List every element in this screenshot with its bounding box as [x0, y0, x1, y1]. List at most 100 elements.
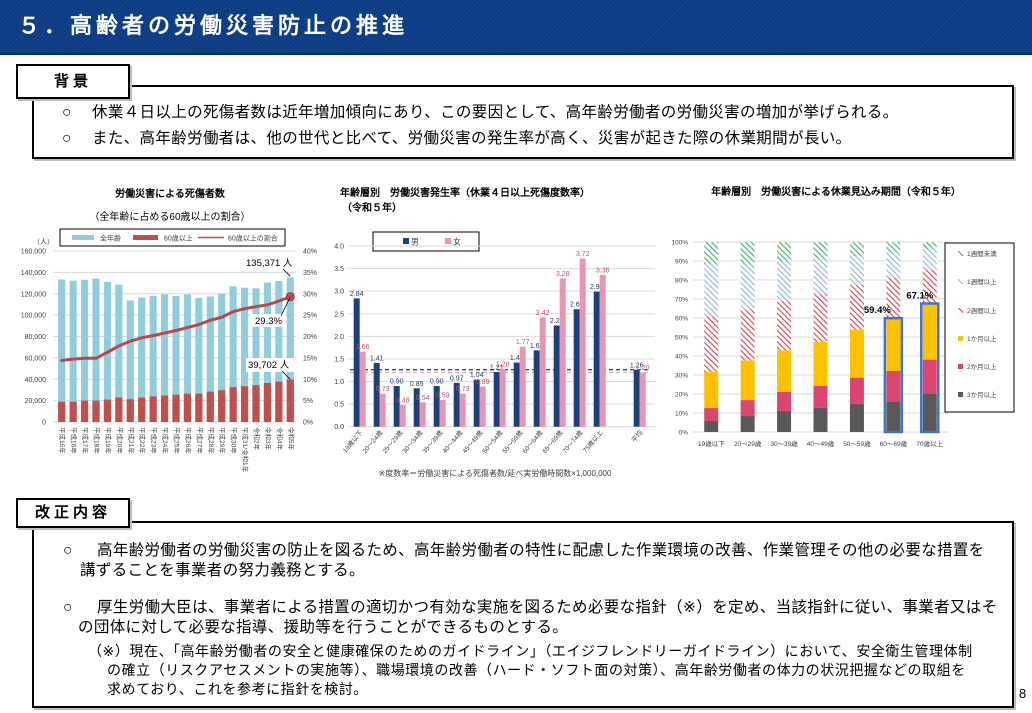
legend-box: [372, 231, 480, 252]
bar-female: [479, 386, 486, 427]
bar-segment: [777, 410, 792, 432]
x-tick-label: 30～39歳: [770, 439, 798, 448]
data-label: 0.97: [450, 375, 464, 382]
data-label: 0.90: [390, 379, 404, 386]
legend-label: 全年齢: [100, 234, 121, 243]
bar-60-plus: [103, 399, 112, 422]
data-label: 1.77: [516, 339, 530, 346]
chart-title: 年齢層別 労働災害による休業見込み期間（令和５年）: [711, 185, 961, 198]
bar-male: [393, 386, 400, 427]
data-label: 0.73: [456, 386, 470, 393]
bar-segment: [704, 371, 719, 409]
y-tick-label: 30%: [675, 372, 688, 379]
y-axis-unit: （人）: [33, 238, 54, 246]
bar-60-plus: [195, 393, 203, 422]
chart-footnote: ※度数率＝労働災害による死傷者数/延べ実労働時間数×1,000,000: [379, 468, 612, 478]
bar-segment: [886, 242, 901, 253]
bar-60-plus: [126, 399, 134, 422]
bar-male: [533, 350, 540, 427]
chart-injury-rate: 年齢層別 労働災害発生率（休業４日以上死傷度数率） （令和５年） 男 女 0.0…: [334, 186, 655, 478]
legend-label: 60歳以上の割合: [228, 234, 278, 243]
background-box: [32, 85, 1014, 159]
bar-60-plus: [229, 387, 237, 422]
data-label: 1.42: [510, 355, 524, 362]
y-tick-label: 80%: [675, 277, 688, 284]
data-label: 0.54: [416, 395, 430, 402]
bar-female: [499, 368, 506, 427]
legend-label: 1か月以上: [967, 334, 997, 343]
y-tick-label: 1.5: [334, 356, 344, 363]
bar-all-ages: [172, 295, 180, 422]
annotation-bg: [252, 314, 285, 327]
bar-segment: [922, 359, 937, 394]
x-tick-label: 平均: [629, 428, 645, 444]
data-label: 2.24: [550, 318, 564, 325]
data-label: 3.28: [556, 271, 570, 278]
revision-item-text: 厚生労働大臣は、事業者による措置の適切かつ有効な実施を図るため必要な指針（※）を…: [97, 599, 998, 616]
y-tick-label: 160,000: [21, 249, 46, 256]
bar-segment: [740, 360, 755, 401]
bullet-icon: ○: [62, 130, 72, 147]
bar-segment: [886, 277, 901, 320]
chart-title: 年齢層別 労働災害発生率（休業４日以上死傷度数率）: [340, 186, 590, 199]
bar-60-plus: [252, 385, 260, 422]
x-tick-label: 60～69歳: [880, 439, 908, 448]
highlight-label: 67.1%: [906, 291, 933, 302]
bar-all-ages: [275, 280, 283, 422]
bar-60-plus: [275, 381, 283, 422]
revision-note-continuation: 求めており、これを参考に指針を検討。: [107, 681, 368, 697]
x-tick-label: 令和4年: [275, 427, 284, 451]
x-tick-label: 平成23年: [150, 427, 159, 454]
legend-label: 1週間未満: [967, 249, 997, 258]
bar-all-ages: [126, 300, 134, 422]
legend-swatch-all-ages: [72, 235, 94, 240]
chart-leave-period: 年齢層別 労働災害による休業見込み期間（令和５年） 0% 10% 20% 30% 40%…: [671, 185, 1015, 448]
revision-item: ○ 高年齢労働者の労働災害の防止を図るため、高年齢労働者の特性に配慮した作業環境の…: [63, 541, 985, 561]
background-item-text: 休業４日以上の死傷者数は近年増加傾向にあり、この要因として、高年齢労働者の労働災…: [92, 104, 899, 121]
bar-female: [459, 393, 466, 427]
legend-box: [944, 242, 1015, 413]
bar-segment: [777, 261, 792, 302]
highlight-box: [920, 302, 940, 434]
bar-60-plus: [115, 397, 123, 422]
bar-segment: [740, 264, 755, 310]
bar-male: [573, 309, 580, 427]
x-tick-label: 平成28年: [207, 427, 216, 454]
bar-all-ages: [80, 279, 89, 422]
x-tick-label: 40～49歳: [807, 439, 835, 448]
legend-swatch: [958, 364, 963, 369]
bar-60-plus: [92, 400, 100, 422]
revision-item-text: 高年齢労働者の労働災害の防止を図るため、高年齢労働者の特性に配慮した作業環境の改…: [97, 542, 985, 559]
chart-title: 労働災害による死傷者数: [115, 187, 226, 200]
bar-60-plus: [263, 382, 272, 422]
bar-male: [593, 291, 600, 427]
y2-tick-label: 40%: [303, 249, 317, 256]
legend-swatch-60-plus: [133, 235, 158, 240]
y-tick-label: 60%: [675, 315, 688, 322]
x-tick-label: 70歳以上: [916, 439, 943, 448]
bar-male: [413, 388, 420, 427]
legend-label: 2週間以上: [967, 306, 997, 315]
bar-segment: [704, 408, 719, 421]
data-label: 1.21: [490, 365, 504, 372]
y-tick-label: 80,000: [25, 334, 47, 341]
x-tick-label: 平成27年: [195, 427, 204, 454]
bar-segment: [777, 350, 792, 392]
y-tick-label: 3.5: [334, 266, 344, 273]
bar-female: [579, 258, 586, 427]
revision-box: [32, 521, 1014, 708]
data-label: 0.85: [410, 381, 424, 388]
note-text: 現在、「高年齢労働者の安全と健康確保のためのガイドライン」（エイジフレンドリーガ…: [129, 643, 973, 659]
bar-60-plus: [172, 394, 180, 422]
bar-segment: [740, 400, 755, 417]
bar-female: [599, 274, 606, 427]
bar-segment: [849, 284, 864, 330]
bar-male: [433, 386, 440, 427]
x-tick-label: 令和2年: [253, 427, 262, 451]
bar-segment: [922, 269, 937, 305]
legend-label: 1週間以上: [967, 277, 997, 286]
y-tick-label: 50%: [675, 334, 688, 341]
bar-male: [553, 325, 560, 427]
x-tick-label: 令和5年: [287, 427, 296, 451]
bar-segment: [777, 301, 792, 351]
